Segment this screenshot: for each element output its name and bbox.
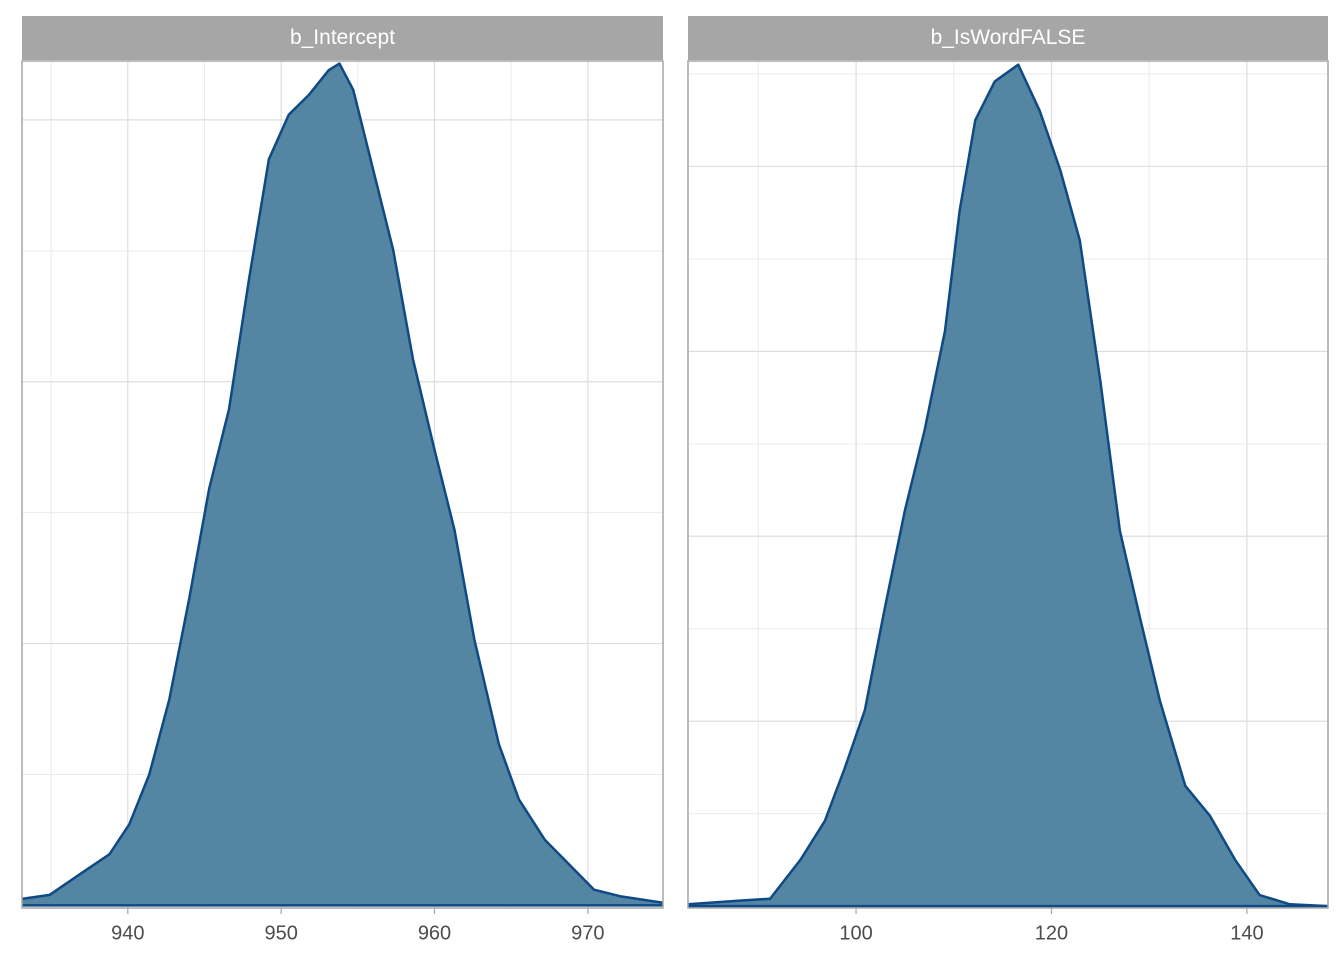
x-tick-label: 960	[418, 922, 451, 944]
x-tick-label: 950	[264, 922, 297, 944]
x-tick-label: 940	[111, 922, 144, 944]
strip	[688, 16, 1328, 60]
panel: b_IsWordFALSE 100 120 140	[687, 16, 1329, 944]
strip-title: b_IsWordFALSE	[931, 26, 1086, 49]
panel-border	[21, 60, 664, 909]
density-line	[21, 62, 664, 904]
x-tick-label: 120	[1035, 922, 1068, 944]
panel-border	[687, 60, 1329, 909]
strip-title: b_Intercept	[290, 26, 395, 49]
area-fill	[22, 63, 663, 906]
x-tick-label: 140	[1230, 922, 1263, 944]
strip	[22, 16, 663, 60]
area-fill	[688, 64, 1328, 907]
x-tick-label: 970	[571, 922, 604, 944]
density-line	[687, 63, 1329, 908]
panel: b_Intercept 940 950 960 970	[21, 16, 664, 944]
x-tick-label: 100	[839, 922, 872, 944]
